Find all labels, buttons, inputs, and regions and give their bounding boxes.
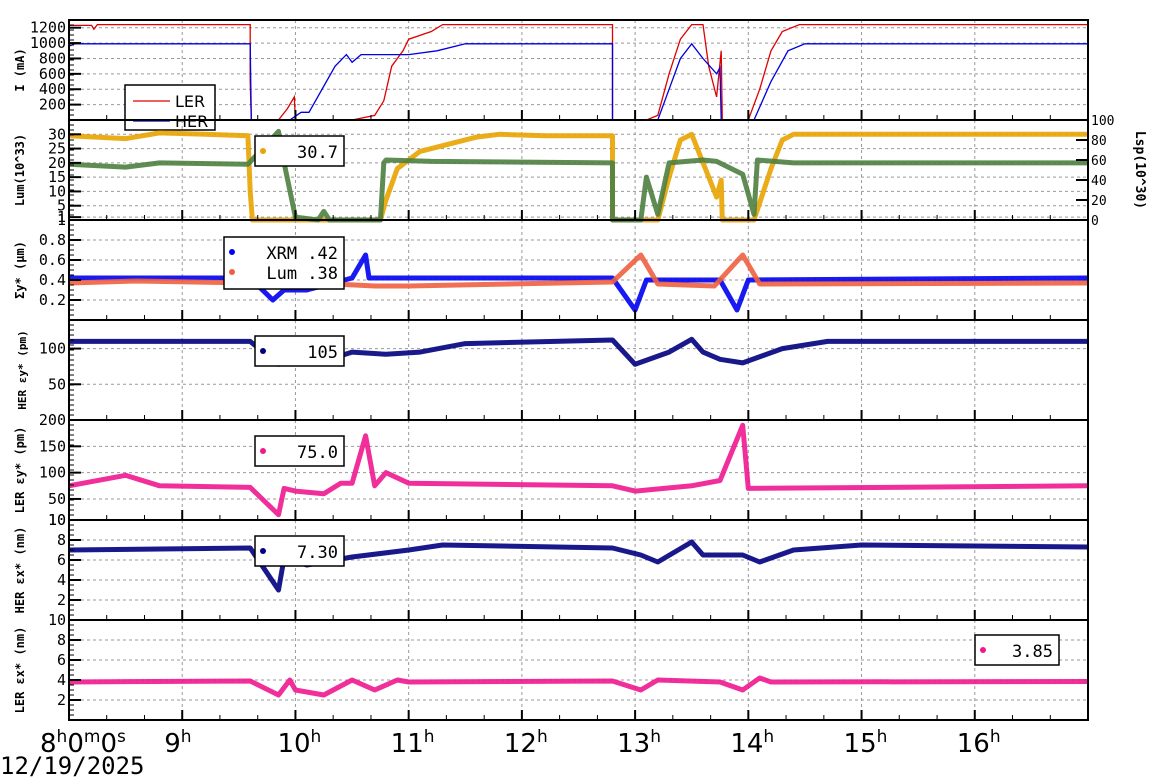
y-tick-label: 5 [57,197,66,215]
legend-value: 105 [307,343,338,363]
legend-ler-emit-x: 3.85 [974,634,1060,666]
date-label: 12/19/2025 [0,752,145,780]
legend-value: 3.85 [1012,642,1053,662]
x-tick-label: 15h [844,727,888,759]
series-ler [69,23,1088,121]
y-tick-label: 150 [39,437,66,455]
y2-tick-label: 80 [1091,134,1107,149]
series-ler [68,422,1089,518]
x-tick-label: 13h [617,727,661,759]
y-axis-label: HER εy* (pm) [16,330,29,409]
y-axis-label: LER εy* (pm) [13,427,27,514]
y-axis-label: HER εx* (nm) [13,527,27,614]
y-axis-label: I (mA) [13,48,27,91]
y-axis-label: Lum(10^33) [13,134,27,206]
y-tick-label: 0.8 [39,231,66,249]
y-tick-label: 800 [39,49,66,67]
y-tick-label: 100 [39,340,66,358]
legend-label: HER [175,112,208,131]
y-tick-label: 1000 [30,34,66,52]
series-her [68,42,1088,121]
y-tick-label: 15 [48,168,66,186]
y-tick-label: 1200 [30,19,66,37]
x-tick-label: 9h [164,727,191,759]
y-tick-label: 400 [39,80,66,98]
y-tick-label: 30 [48,125,66,143]
y2-tick-label: 60 [1091,154,1107,169]
panel-her-emit-x: 2 4 6 8 10 HER εx* (nm) 7.30 [13,511,1089,621]
x-tick-label: 14h [730,727,774,759]
y-tick-label: 100 [39,464,66,482]
y-tick-label: 2 [57,691,66,709]
y2-tick-label: 20 [1091,194,1107,209]
y-tick-label: 8 [57,631,66,649]
y2-tick-label: 0 [1091,214,1099,229]
y-tick-label: 10 [48,511,66,529]
y-tick-label: 6 [57,651,66,669]
x-tick-label: 12h [504,727,548,759]
y2-tick-label: 40 [1091,174,1107,189]
y-axis-label: LER εx* (nm) [13,627,27,714]
series-her [68,539,1089,593]
x-tick-label: 16h [957,727,1001,759]
y-tick-label: 4 [57,571,66,589]
x-tick-label: 8h0m0s [40,727,126,759]
series-ler [68,675,1089,698]
y-tick-label: 0.2 [39,291,66,309]
panel-ler-emit-y: 10 50 100 150 200 LER εy* (pm) 75.0 [13,411,1089,529]
y-tick-label: 200 [39,411,66,429]
series-lum [68,130,1088,223]
y-tick-label: 8 [57,531,66,549]
x-tick-label: 10h [277,727,321,759]
series-her [69,336,1088,367]
y-tick-label: 200 [39,96,66,114]
panel-luminosity: 151015202530Lum(10^33)020406080100Lsp(10… [13,114,1147,229]
y-tick-label: 50 [48,375,66,393]
y-tick-label: 4 [57,671,66,689]
y-tick-label: 20 [48,154,66,172]
series-xrm [69,252,1089,313]
panel-her-emit-y: 50 100 HER εy* (pm) 105 [16,319,1089,421]
legend-value: Lum .38 [266,264,338,284]
x-tick-label: 11h [391,727,435,759]
y-tick-label: 10 [48,182,66,200]
y-axis-label: Σy* (μm) [13,241,27,299]
y-tick-label: 10 [48,611,66,629]
legend-value: 7.30 [297,543,338,563]
y-tick-label: 6 [57,551,66,569]
legend-value: XRM .42 [266,244,338,264]
y-tick-label: 1 [57,211,66,229]
series-lsp [68,128,1088,223]
y-tick-label: 50 [48,490,66,508]
legend-her-emit-y: 105 [254,335,345,367]
panel-ler-emit-x: 2 4 6 8 10 LER εx* (nm) 3.85 [13,611,1089,721]
legend-luminosity: 30.7 [254,135,345,167]
y-tick-label: 2 [57,591,66,609]
y-tick-label: 1 [57,208,66,226]
y-tick-label: 600 [39,65,66,83]
y2-tick-label: 100 [1091,114,1114,129]
y-tick-label: 10 [48,511,66,529]
y2-axis-label: Lsp(10^30) [1132,131,1147,209]
legend-her-emit-x: 7.30 [254,535,345,567]
y-tick-label: 25 [48,140,66,158]
y-tick-label: 0.4 [39,271,66,289]
legend-value: 30.7 [297,143,338,163]
y-tick-label: 0.6 [39,251,66,269]
legend-label: LER [175,92,205,111]
legend-value: 75.0 [297,443,338,463]
legend-ler-emit-y: 75.0 [254,435,345,467]
